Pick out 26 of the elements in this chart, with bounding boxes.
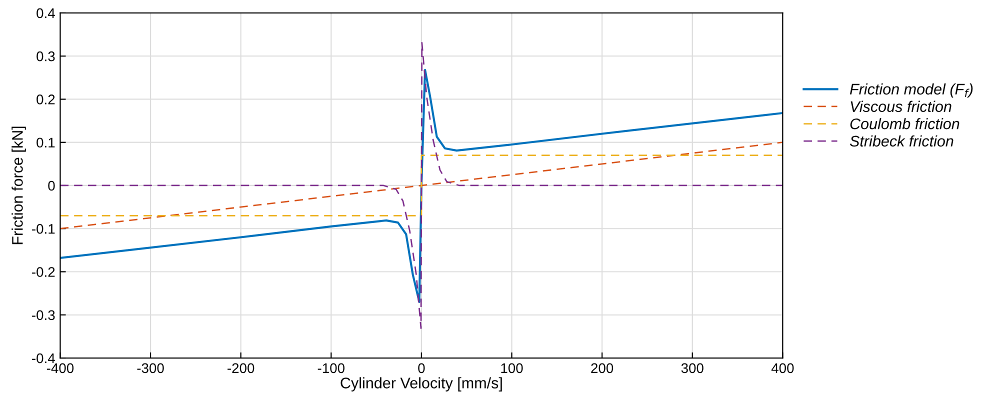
legend-label: Coulomb friction	[850, 118, 960, 130]
x-tick-label: -100	[318, 363, 344, 374]
x-axis-title: Cylinder Velocity [mm/s]	[340, 377, 502, 392]
legend-label: Stribeck friction	[850, 135, 954, 147]
x-tick-label: 400	[771, 363, 794, 374]
x-tick-label: -300	[137, 363, 164, 374]
x-tick-label: 100	[501, 363, 523, 374]
line-series	[60, 68, 783, 303]
x-tick-label: -400	[46, 363, 74, 374]
y-tick-label: 0	[48, 180, 55, 191]
y-tick-label: 0.3	[36, 51, 55, 62]
legend-label: Viscous friction	[850, 100, 952, 112]
legend-label: Friction model (F$_{f}$)	[850, 83, 973, 98]
x-tick-label: 200	[591, 363, 614, 374]
y-tick-label: -0.1	[32, 224, 55, 234]
y-tick-label: 0.1	[36, 138, 55, 148]
y-axis-title: Friction force [kN]	[12, 126, 26, 244]
x-tick-label: -200	[228, 363, 254, 374]
line-series	[60, 42, 783, 329]
y-tick-label: -0.4	[32, 353, 55, 364]
y-tick-label: 0.2	[36, 94, 55, 104]
y-tick-label: -0.3	[32, 310, 55, 320]
y-tick-label: -0.2	[32, 267, 55, 277]
y-tick-label: 0.4	[36, 8, 55, 18]
x-tick-label: 300	[681, 363, 704, 374]
x-tick-label: 0	[418, 363, 425, 374]
